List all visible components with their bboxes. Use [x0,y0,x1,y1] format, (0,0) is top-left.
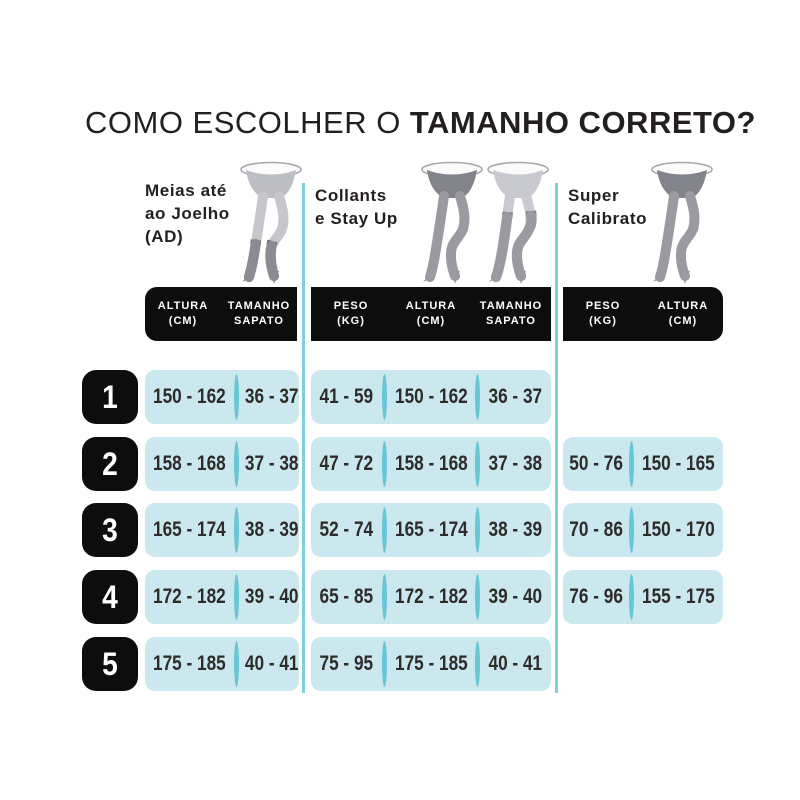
column-header-altura: ALTURA (CM) [157,300,209,327]
column-header-peso: PESO (KG) [585,300,621,327]
title-emphasis: TAMANHO CORRETO? [409,105,756,140]
header-bar-collants: PESO (KG) ALTURA (CM) TAMANHO SAPATO [311,287,551,341]
size-badge: 5 [82,637,138,691]
header-bar-super-calibrato: PESO (KG) ALTURA (CM) [563,287,723,341]
table-row: 5 175 - 185 40 - 41 75 - 95 175 - 185 40… [0,637,800,691]
section-label-meias: Meias até ao Joelho (AD) [145,181,230,246]
table-row: 2 158 - 168 37 - 38 47 - 72 158 - 168 37… [0,437,800,491]
cell-separator [381,441,387,487]
meias-cell: 172 - 182 39 - 40 [145,570,299,624]
cell-separator [233,374,239,420]
collants-cell: 41 - 59 150 - 162 36 - 37 [311,370,551,424]
collants-cell: 75 - 95 175 - 185 40 - 41 [311,637,551,691]
meias-cell: 158 - 168 37 - 38 [145,437,299,491]
size-badge: 3 [82,503,138,557]
super-calibrato-cell: 70 - 86 150 - 170 [563,503,723,557]
cell-separator [233,507,239,553]
cell-separator [475,574,481,620]
cell-separator [381,574,387,620]
cell-separator [475,641,481,687]
tights-legs-icon [421,161,483,284]
collants-cell: 65 - 85 172 - 182 39 - 40 [311,570,551,624]
column-header-tamanho-sapato: TAMANHO SAPATO [479,300,543,327]
size-badge: 4 [82,570,138,624]
table-row: 4 172 - 182 39 - 40 65 - 85 172 - 182 39… [0,570,800,624]
section-divider [555,183,558,693]
cell-separator [381,374,387,420]
super-calibrato-cell: 50 - 76 150 - 165 [563,437,723,491]
size-badge: 1 [82,370,138,424]
super-calibrato-cell: 76 - 96 155 - 175 [563,570,723,624]
super-calibrato-legs-icon [651,161,713,284]
section-label-collants: Collants e Stay Up [315,186,398,228]
header-bar-meias: ALTURA (CM) TAMANHO SAPATO [145,287,297,341]
cell-separator [381,641,387,687]
stay-up-legs-icon [487,161,549,284]
size-badge: 2 [82,437,138,491]
column-header-peso: PESO (KG) [333,300,369,327]
cell-separator [475,374,481,420]
meias-cell: 150 - 162 36 - 37 [145,370,299,424]
cell-separator [629,441,635,487]
meias-cell: 165 - 174 38 - 39 [145,503,299,557]
title-regular: COMO ESCOLHER O [85,105,401,140]
table-row: 3 165 - 174 38 - 39 52 - 74 165 - 174 38… [0,503,800,557]
collants-cell: 52 - 74 165 - 174 38 - 39 [311,503,551,557]
cell-separator [233,441,239,487]
page-title: COMO ESCOLHER O TAMANHO CORRETO? [85,105,756,141]
table-row: 1 150 - 162 36 - 37 41 - 59 150 - 162 36… [0,370,800,424]
column-header-tamanho-sapato: TAMANHO SAPATO [227,300,291,327]
cell-separator [233,574,239,620]
collants-cell: 47 - 72 158 - 168 37 - 38 [311,437,551,491]
knee-socks-legs-icon [240,161,302,284]
cell-separator [629,574,635,620]
section-label-super-calibrato: Super Calibrato [568,186,648,228]
cell-separator [475,507,481,553]
cell-separator [475,441,481,487]
section-divider [302,183,305,693]
cell-separator [233,641,239,687]
column-header-altura: ALTURA (CM) [657,300,709,327]
cell-separator [381,507,387,553]
meias-cell: 175 - 185 40 - 41 [145,637,299,691]
cell-separator [629,507,635,553]
column-header-altura: ALTURA (CM) [405,300,457,327]
